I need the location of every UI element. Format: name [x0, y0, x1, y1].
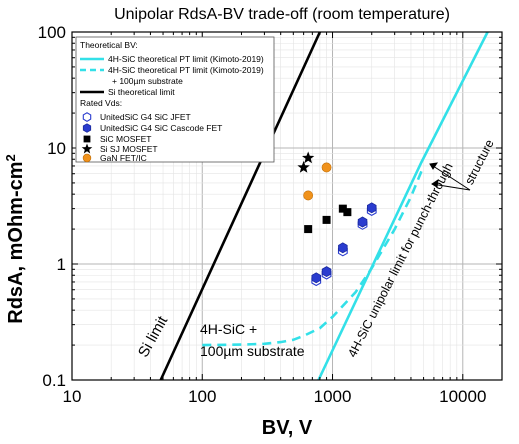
legend-entry-pt-sub-note: + 100µm substrate: [112, 76, 183, 86]
point-si-sj-mosfet: [302, 151, 315, 164]
arrow-up-line: [431, 183, 471, 191]
legend-entry-mosfet: SiC MOSFET: [100, 134, 151, 144]
legend-entry-sj: Si SJ MOSFET: [100, 144, 158, 154]
point-unitedsic-g4-sic-cascode-fet: [338, 242, 348, 254]
point-gan-fet-ic: [303, 190, 314, 201]
legend-marker-cascode-shape: [82, 123, 92, 133]
substrate-label-line1: 4H-SiC +: [200, 321, 257, 337]
arrow-down-head: [429, 162, 439, 170]
legend-marker-mosfet: [83, 135, 91, 143]
point-sic-mosfet: [322, 215, 331, 224]
y-tick-label: 1: [57, 255, 66, 274]
substrate-label-line2: 100µm substrate: [200, 343, 305, 359]
x-tick-label: 1000: [314, 387, 352, 406]
arrow-down-line: [429, 163, 471, 191]
y-axis-label-main: RdsA, mOhm-cm: [5, 161, 27, 323]
x-axis-label: BV, V: [262, 417, 313, 439]
legend-marker-cascode: [82, 123, 92, 133]
plot-frame: [71, 31, 503, 381]
legend-entry-gan: GaN FET/IC: [100, 153, 147, 163]
point-sic-mosfet: [343, 208, 352, 217]
point-si-sj-mosfet: [297, 160, 310, 173]
arrow-up-head: [431, 178, 439, 188]
legend-entry-cascode: UnitedSiC G4 SiC Cascode FET: [100, 123, 222, 133]
legend-header-theoretical: Theoretical BV:: [80, 40, 138, 50]
legend-entry-pt: 4H-SiC theoretical PT limit (Kimoto-2019…: [108, 54, 264, 64]
legend-marker-gan: [82, 153, 92, 163]
point-unitedsic-g4-sic-cascode-fet: [366, 202, 377, 214]
sic-unipolar-label: 4H-SiC unipolar limit for punch-through: [345, 161, 456, 360]
sic-pt-substrate-line: [202, 165, 425, 347]
y-axis-label-superscript: 2: [3, 154, 18, 161]
structure-arrows: [429, 162, 471, 191]
legend-entry-si: Si theoretical limit: [108, 87, 175, 97]
legend-marker-sj-shape: [81, 143, 93, 154]
legend-marker-gan-shape: [82, 153, 92, 163]
legend: Theoretical BV: 4H-SiC theoretical PT li…: [75, 36, 275, 163]
limit-curves: [159, 31, 489, 381]
point-gan-fet-ic: [321, 162, 332, 173]
si-limit-line: [159, 31, 322, 381]
data-points: [297, 151, 377, 287]
point-unitedsic-g4-sic-cascode-fet: [311, 272, 322, 284]
point-sic-mosfet: [338, 204, 347, 213]
x-tick-label: 10: [63, 387, 82, 406]
legend-marker-mosfet-shape: [83, 135, 91, 143]
legend-entry-jfet: UnitedSiC G4 SiC JFET: [100, 112, 191, 122]
y-axis-label: RdsA, mOhm-cm2: [3, 154, 27, 323]
legend-entry-pt-sub: 4H-SiC theoretical PT limit (Kimoto-2019…: [108, 65, 264, 75]
legend-header-rated: Rated Vds:: [80, 98, 122, 108]
legend-marker-jfet-shape: [82, 112, 92, 122]
legend-box: [75, 36, 275, 163]
structure-label: structure: [462, 137, 497, 187]
y-tick-label: 10: [47, 139, 66, 158]
chart-title: Unipolar RdsA-BV trade-off (room tempera…: [114, 6, 450, 23]
x-tick-label: 100: [188, 387, 216, 406]
x-tick-label: 10000: [439, 387, 486, 406]
point-unitedsic-g4-sic-cascode-fet: [357, 216, 368, 228]
legend-marker-jfet: [82, 112, 92, 122]
point-sic-mosfet: [304, 225, 313, 234]
sic-pt-limit-line: [317, 31, 489, 381]
si-limit-label: Si limit: [135, 313, 172, 361]
tick-labels: 10 100 1000 10000 0.1 1 10 100: [38, 23, 487, 406]
y-tick-label: 100: [38, 23, 66, 42]
legend-marker-sj: [81, 143, 93, 154]
axis-ticks: [71, 31, 503, 381]
point-unitedsic-g4-sic-cascode-fet: [321, 266, 332, 278]
y-tick-label: 0.1: [42, 371, 66, 390]
